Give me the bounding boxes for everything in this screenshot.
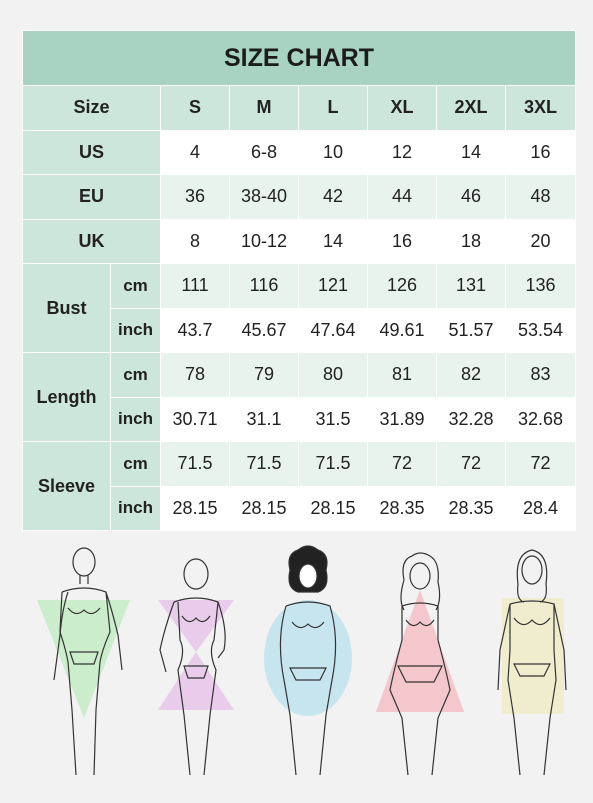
table-cell: 43.7 <box>160 307 230 353</box>
table-cell: 36 <box>160 174 230 220</box>
unit-label: inch <box>110 396 161 442</box>
size-header-cell: 2XL <box>436 85 506 131</box>
table-cell: 83 <box>505 352 576 398</box>
rectangle-body-icon <box>497 549 567 776</box>
table-row: EU 36 38-40 42 44 46 48 <box>22 174 576 220</box>
table-cell: 12 <box>367 129 437 175</box>
size-header-row: Size S M L XL 2XL 3XL <box>22 85 576 131</box>
table-cell: 28.35 <box>436 485 506 531</box>
table-cell: 44 <box>367 174 437 220</box>
table-cell: 79 <box>229 352 299 398</box>
table-cell: 72 <box>367 441 437 487</box>
measure-label: Bust <box>22 263 111 353</box>
table-cell: 32.28 <box>436 396 506 442</box>
table-cell: 28.15 <box>160 485 230 531</box>
table-cell: 30.71 <box>160 396 230 442</box>
inverted-triangle-body-icon <box>37 547 130 776</box>
table-cell: 31.1 <box>229 396 299 442</box>
hourglass-body-icon <box>158 558 234 776</box>
table-row: UK 8 10-12 14 16 18 20 <box>22 218 576 264</box>
unit-label: cm <box>110 263 161 309</box>
table-row: inch 30.71 31.1 31.5 31.89 32.28 32.68 <box>23 396 576 442</box>
unit-label: inch <box>110 485 161 531</box>
table-cell: 53.54 <box>505 307 576 353</box>
size-header-cell: L <box>298 85 368 131</box>
table-row: inch 28.15 28.15 28.15 28.35 28.35 28.4 <box>23 485 576 531</box>
table-cell: 49.61 <box>367 307 437 353</box>
table-cell: 71.5 <box>160 441 230 487</box>
table-cell: 51.57 <box>436 307 506 353</box>
size-header-cell: XL <box>367 85 437 131</box>
table-cell: 10-12 <box>229 218 299 264</box>
table-cell: 14 <box>298 218 368 264</box>
chart-title: SIZE CHART <box>22 30 576 86</box>
table-cell: 136 <box>505 263 576 309</box>
table-cell: 18 <box>436 218 506 264</box>
table-row: Bust cm 111 116 121 126 131 136 <box>22 263 576 353</box>
table-cell: 78 <box>160 352 230 398</box>
table-cell: 10 <box>298 129 368 175</box>
row-label: UK <box>22 218 161 264</box>
table-cell: 20 <box>505 218 576 264</box>
size-chart-table: SIZE CHART Size S M L XL 2XL 3XL US 4 6-8 1… <box>22 30 576 531</box>
table-cell: 28.15 <box>229 485 299 531</box>
table-cell: 28.4 <box>505 485 576 531</box>
measure-label: Length <box>22 352 111 442</box>
size-header-cell: S <box>160 85 230 131</box>
table-cell: 81 <box>367 352 437 398</box>
table-cell: 121 <box>298 263 368 309</box>
table-row: Length cm 78 79 80 81 82 83 <box>22 352 576 442</box>
table-cell: 72 <box>505 441 576 487</box>
table-cell: 71.5 <box>298 441 368 487</box>
oval-body-icon <box>264 545 352 776</box>
table-cell: 72 <box>436 441 506 487</box>
table-cell: 16 <box>367 218 437 264</box>
unit-label: cm <box>110 441 161 487</box>
table-cell: 116 <box>229 263 299 309</box>
row-label: EU <box>22 174 161 220</box>
table-cell: 16 <box>505 129 576 175</box>
table-cell: 46 <box>436 174 506 220</box>
unit-label: cm <box>110 352 161 398</box>
table-cell: 47.64 <box>298 307 368 353</box>
table-cell: 4 <box>160 129 230 175</box>
table-cell: 32.68 <box>505 396 576 442</box>
table-row: US 4 6-8 10 12 14 16 <box>22 129 576 175</box>
table-cell: 71.5 <box>229 441 299 487</box>
table-cell: 80 <box>298 352 368 398</box>
table-cell: 14 <box>436 129 506 175</box>
size-header-cell: 3XL <box>505 85 576 131</box>
table-cell: 48 <box>505 174 576 220</box>
table-cell: 8 <box>160 218 230 264</box>
table-cell: 45.67 <box>229 307 299 353</box>
table-cell: 111 <box>160 263 230 309</box>
table-row: inch 43.7 45.67 47.64 49.61 51.57 53.54 <box>23 307 576 353</box>
size-header-cell: M <box>229 85 299 131</box>
table-cell: 126 <box>367 263 437 309</box>
row-label: US <box>22 129 161 175</box>
table-cell: 42 <box>298 174 368 220</box>
table-cell: 28.15 <box>298 485 368 531</box>
size-header-label: Size <box>22 85 161 131</box>
measure-label: Sleeve <box>22 441 111 531</box>
body-shapes-illustration <box>37 545 567 776</box>
table-cell: 31.5 <box>298 396 368 442</box>
unit-label: inch <box>110 307 161 353</box>
table-cell: 38-40 <box>229 174 299 220</box>
table-cell: 131 <box>436 263 506 309</box>
triangle-body-icon <box>376 552 464 776</box>
table-cell: 82 <box>436 352 506 398</box>
table-cell: 31.89 <box>367 396 437 442</box>
table-cell: 28.35 <box>367 485 437 531</box>
table-row: Sleeve cm 71.5 71.5 71.5 72 72 72 <box>22 441 576 531</box>
table-cell: 6-8 <box>229 129 299 175</box>
